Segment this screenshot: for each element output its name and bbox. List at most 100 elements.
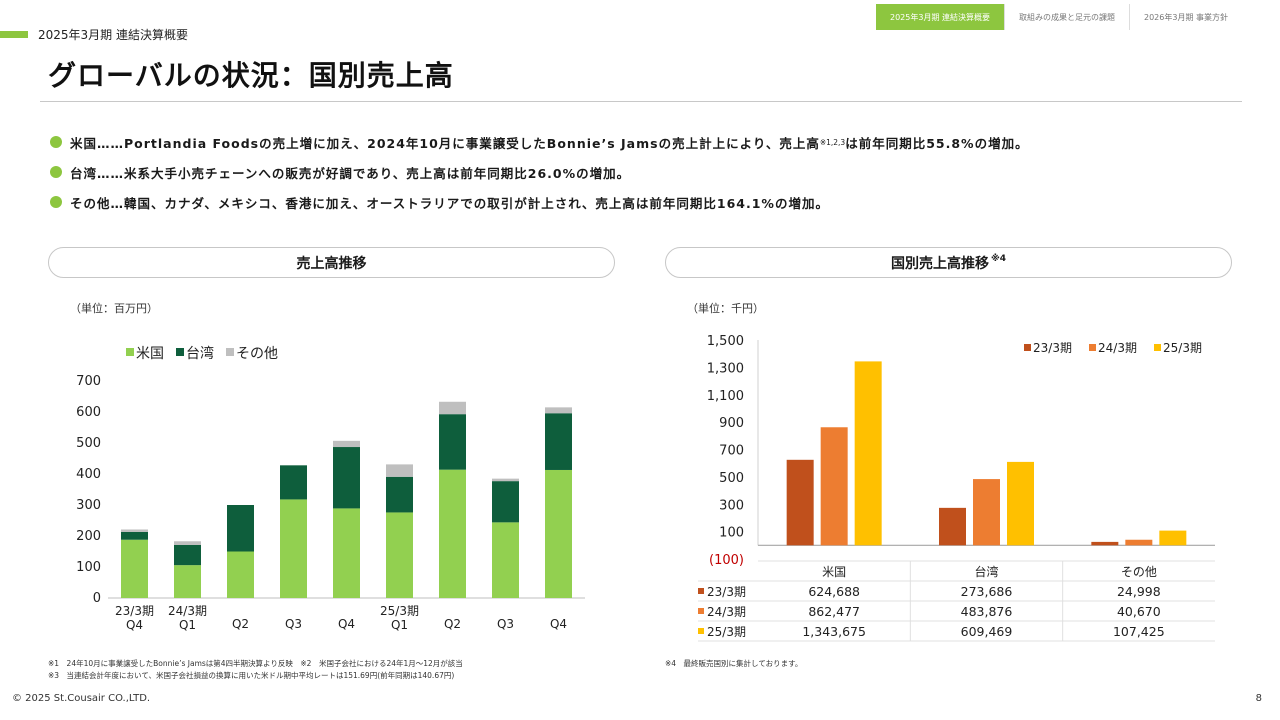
bar-segment — [439, 401, 466, 415]
bullet-taiwan-text: 台湾……米系大手小売チェーンへの販売が好調であり、売上高は前年同期比26.0%の… — [70, 165, 631, 181]
quarterly-sales-stacked-chart: 米国 台湾 その他010020030040050060070023/3期Q424/3… — [76, 345, 585, 632]
legend-swatch — [226, 348, 234, 356]
bar-segment — [333, 508, 360, 598]
table-row-label: 24/3期 — [707, 605, 746, 619]
bar — [1125, 539, 1153, 546]
country-sales-chart: 23/3期 24/3期 25/3期 (100) 100 300 500 700 900 1,100… — [698, 334, 1215, 642]
x-tick-label-quarter: Q4 — [338, 617, 355, 631]
bar-segment — [280, 465, 307, 500]
right-panel-title-text: 国別売上高推移 — [890, 255, 989, 272]
bar — [854, 361, 882, 546]
title-divider — [40, 101, 1242, 102]
right-panel-title: 国別売上高推移 ※4 — [665, 247, 1232, 278]
bar-segment — [280, 499, 307, 598]
bar-segment — [439, 469, 466, 598]
table-column-header: 台湾 — [974, 564, 998, 579]
table-cell-value: 107,425 — [1113, 624, 1165, 639]
footnote-line-1: ※1 24年10月に事業譲受したBonnie’s Jamsは第4四半期決算より反… — [48, 659, 463, 668]
copyright: © 2025 St.Cousair CO.,LTD. — [12, 693, 151, 704]
tab-results-and-issues[interactable]: 取組みの成果と足元の課題 — [1004, 4, 1129, 30]
legend-label: 米国 — [136, 346, 164, 362]
legend-swatch — [176, 348, 184, 356]
bar-segment — [492, 481, 519, 523]
bar-segment — [386, 476, 413, 513]
legend-label: その他 — [236, 346, 278, 362]
x-tick-label-quarter: Q4 — [126, 618, 143, 632]
left-footnotes: ※1 24年10月に事業譲受したBonnie’s Jamsは第4四半期決算より反… — [48, 658, 463, 682]
bar — [1091, 541, 1119, 546]
left-unit-label: （単位：百万円） — [70, 302, 158, 315]
x-tick-label-fy: 23/3期 — [115, 604, 154, 618]
bullet-dot-icon — [50, 136, 62, 148]
bullet-other-text: その他…韓国、カナダ、メキシコ、香港に加え、オーストラリアでの取引が計上され、売… — [70, 195, 829, 211]
right-footnote: ※4 最終販売国別に集計しております。 — [665, 659, 803, 668]
page-number: 8 — [1255, 693, 1262, 704]
bar-segment — [492, 522, 519, 598]
bullet-dot-icon — [50, 166, 62, 178]
bar-segment — [545, 469, 572, 598]
section-accent-bar — [0, 31, 28, 38]
page-title: グローバルの状況：国別売上高 — [48, 59, 454, 92]
table-cell-value: 273,686 — [961, 584, 1013, 599]
x-tick-label-quarter: Q1 — [179, 618, 196, 632]
bullet-us-text: 米国……Portlandia Foodsの売上増に加え、2024年10月に事業譲… — [70, 135, 820, 151]
table-row-label: 23/3期 — [707, 585, 746, 599]
y-tick-label: 300 — [719, 498, 744, 513]
legend-label: 25/3期 — [1163, 341, 1202, 355]
x-tick-label-fy: 24/3期 — [168, 604, 207, 618]
bar-segment — [227, 505, 254, 552]
bar-segment — [333, 440, 360, 448]
bullet-dot-icon — [50, 196, 62, 208]
left-panel-title: 売上高推移 — [48, 247, 615, 278]
y-tick-label: 500 — [719, 471, 744, 486]
x-tick-label-quarter: Q1 — [391, 618, 408, 632]
y-tick-label: (100) — [709, 553, 744, 568]
y-tick-label: 0 — [93, 591, 101, 606]
bar-segment — [545, 413, 572, 470]
legend-label: 台湾 — [186, 345, 214, 362]
table-column-header: 米国 — [822, 565, 846, 579]
bar-segment — [174, 565, 201, 598]
legend-swatch — [1024, 344, 1031, 351]
footnote-line-2: ※3 当連結会計年度において、米国子会社損益の換算に用いた米ドル期中平均レートは… — [48, 671, 455, 680]
bar-segment — [492, 478, 519, 482]
y-tick-label: 1,500 — [707, 334, 744, 349]
bullet-taiwan: 台湾……米系大手小売チェーンへの販売が好調であり、売上高は前年同期比26.0%の… — [50, 157, 1250, 187]
top-nav-tabs: 2025年3月期 連結決算概要 取組みの成果と足元の課題 2026年3月期 事業… — [876, 4, 1242, 30]
bar — [939, 507, 966, 546]
x-tick-label-quarter: Q3 — [285, 617, 302, 631]
tab-business-policy[interactable]: 2026年3月期 事業方針 — [1129, 4, 1242, 30]
bar-segment — [386, 512, 413, 598]
bar-segment — [439, 414, 466, 470]
legend-swatch — [1089, 344, 1096, 351]
y-tick-label: 1,100 — [707, 389, 744, 404]
y-tick-label: 700 — [76, 374, 101, 389]
y-tick-label: 300 — [76, 498, 101, 513]
table-cell-value: 624,688 — [808, 584, 860, 599]
bar-segment — [121, 539, 148, 598]
table-cell-value: 1,343,675 — [802, 624, 866, 639]
table-cell-value: 609,469 — [961, 624, 1013, 639]
bullet-us-note: ※1,2,3 — [819, 137, 846, 147]
y-tick-label: 700 — [719, 444, 744, 459]
table-row-swatch — [698, 608, 704, 614]
table-row-swatch — [698, 588, 704, 594]
y-tick-label: 400 — [76, 467, 101, 482]
bar-segment — [333, 447, 360, 509]
table-cell-value: 862,477 — [808, 604, 860, 619]
bar-segment — [545, 407, 572, 414]
legend-label: 23/3期 — [1033, 341, 1072, 355]
tab-financial-summary[interactable]: 2025年3月期 連結決算概要 — [876, 4, 1004, 30]
x-tick-label-quarter: Q4 — [550, 617, 567, 631]
table-cell-value: 483,876 — [961, 604, 1013, 619]
legend-swatch — [1154, 344, 1161, 351]
x-tick-label-quarter: Q2 — [232, 617, 249, 631]
bar-segment — [227, 551, 254, 598]
bar — [786, 459, 814, 546]
y-tick-label: 100 — [76, 560, 101, 575]
bar — [973, 479, 1000, 546]
bar — [1007, 461, 1034, 546]
bar-segment — [174, 544, 201, 566]
right-unit-label: （単位：千円） — [687, 302, 764, 315]
bullet-other: その他…韓国、カナダ、メキシコ、香港に加え、オーストラリアでの取引が計上され、売… — [50, 187, 1250, 217]
